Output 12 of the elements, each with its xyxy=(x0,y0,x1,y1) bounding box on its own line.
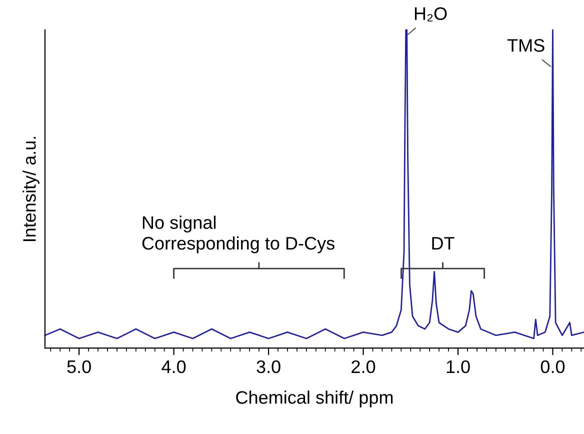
annotation: H₂O xyxy=(414,7,447,22)
x-tick-label: 0.0 xyxy=(540,360,565,374)
annotation: No signal Corresponding to D-Cys xyxy=(142,216,334,254)
annotation: DT xyxy=(432,237,454,250)
x-tick-label: 4.0 xyxy=(162,360,186,374)
annotation: TMS xyxy=(507,39,544,52)
y-axis-title: Intensity/ a.u. xyxy=(22,136,40,242)
x-tick-label: 1.0 xyxy=(446,360,470,374)
x-tick-label: 2.0 xyxy=(352,360,376,374)
x-tick-label: 3.0 xyxy=(256,360,280,374)
x-tick-label: 5.0 xyxy=(67,360,91,374)
x-axis-title: Chemical shift/ ppm xyxy=(236,390,393,408)
